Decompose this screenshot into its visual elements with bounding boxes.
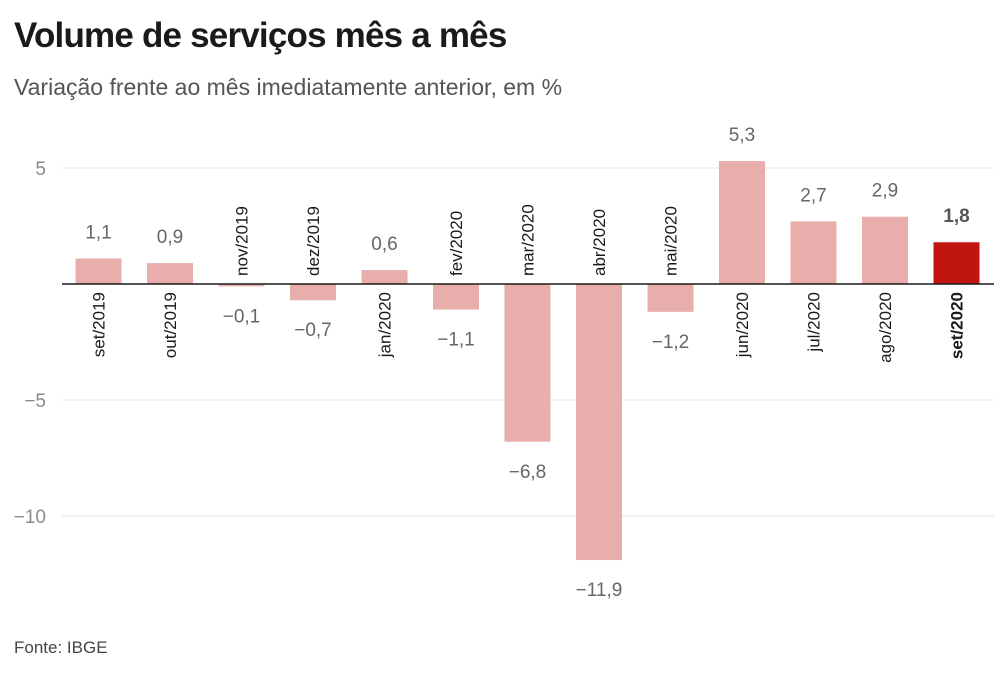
bar (862, 216, 908, 284)
bar (719, 161, 765, 284)
category-label: ago/2020 (876, 292, 895, 363)
category-label: dez/2019 (304, 206, 323, 276)
value-label: 0,9 (157, 227, 183, 248)
value-label: 2,7 (800, 185, 826, 206)
value-label: 5,3 (729, 125, 755, 146)
bar (218, 284, 265, 287)
category-label: nov/2019 (233, 206, 252, 276)
chart-title: Volume de serviços mês a mês (14, 16, 507, 55)
bar (147, 263, 193, 284)
category-label: jun/2020 (733, 292, 752, 358)
value-label: 1,8 (943, 206, 969, 227)
value-label: −0,1 (223, 306, 261, 327)
category-label: set/2019 (90, 292, 109, 357)
value-label: −1,1 (437, 330, 475, 351)
bar (576, 284, 622, 561)
bar (933, 242, 980, 284)
category-label: fev/2020 (447, 211, 466, 276)
source-note: Fonte: IBGE (14, 638, 108, 657)
value-label: −1,2 (652, 332, 690, 353)
chart-subtitle: Variação frente ao mês imediatamente ant… (14, 74, 563, 100)
category-label: out/2019 (161, 292, 180, 358)
y-tick-label: 5 (35, 159, 46, 180)
category-label: mai/2020 (662, 206, 681, 276)
bar (75, 258, 122, 284)
bar (433, 284, 479, 310)
value-label: 1,1 (85, 222, 111, 243)
y-tick-label: −10 (14, 507, 46, 528)
value-label: 2,9 (872, 181, 898, 202)
bar (290, 284, 336, 301)
bar (647, 284, 694, 312)
category-label: jul/2020 (805, 292, 824, 353)
value-label: 0,6 (371, 234, 397, 255)
category-label: abr/2020 (590, 209, 609, 276)
value-label: −11,9 (576, 580, 623, 601)
category-label: set/2020 (948, 292, 967, 359)
bar (504, 284, 551, 442)
category-label: jan/2020 (376, 292, 395, 358)
bar (361, 270, 408, 284)
y-tick-label: −5 (24, 391, 46, 412)
bar (790, 221, 837, 284)
value-label: −0,7 (294, 320, 332, 341)
category-label: mar/2020 (519, 204, 538, 276)
value-label: −6,8 (509, 462, 547, 483)
